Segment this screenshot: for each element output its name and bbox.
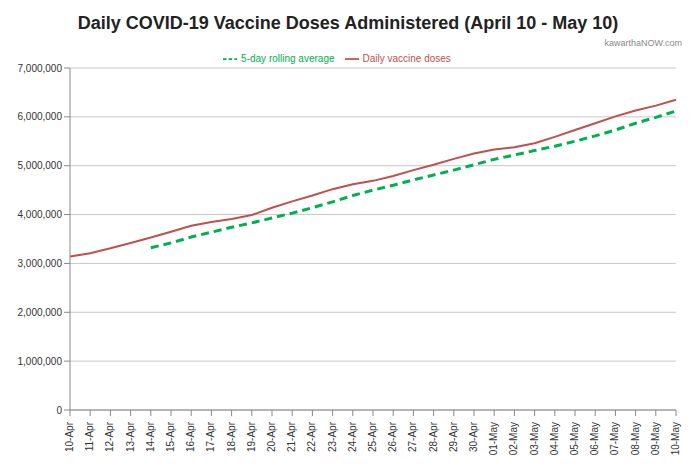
svg-text:26-Apr: 26-Apr (387, 421, 398, 452)
svg-text:16-Apr: 16-Apr (185, 421, 196, 452)
svg-text:27-Apr: 27-Apr (408, 421, 419, 452)
svg-text:25-Apr: 25-Apr (367, 421, 378, 452)
svg-text:28-Apr: 28-Apr (428, 421, 439, 452)
svg-text:7,000,000: 7,000,000 (18, 63, 63, 74)
html-text:Daily COVID-19 Vaccine Doses A: Daily COVID-19 Vaccine Doses Administere… (77, 13, 619, 33)
html-text:kawarthaNOW.com: kawarthaNOW.com (604, 38, 682, 48)
svg-text:15-Apr: 15-Apr (165, 421, 176, 452)
svg-text:29-Apr: 29-Apr (448, 421, 459, 452)
svg-text:11-Apr: 11-Apr (84, 421, 95, 451)
svg-text:10-May: 10-May (670, 422, 681, 455)
svg-text:19-Apr: 19-Apr (246, 421, 257, 452)
svg-text:0: 0 (56, 405, 62, 416)
svg-text:14-Apr: 14-Apr (145, 421, 156, 452)
svg-text:13-Apr: 13-Apr (125, 421, 136, 452)
svg-text:17-Apr: 17-Apr (206, 421, 217, 452)
svg-text:04-May: 04-May (549, 422, 560, 455)
svg-text:10-Apr: 10-Apr (64, 421, 75, 452)
svg-text:09-May: 09-May (650, 422, 661, 455)
svg-text:05-May: 05-May (569, 422, 580, 455)
svg-text:24-Apr: 24-Apr (347, 421, 358, 452)
html-text:5-day rolling average: 5-day rolling average (241, 52, 335, 64)
svg-text:03-May: 03-May (529, 422, 540, 455)
svg-text:6,000,000: 6,000,000 (18, 111, 63, 122)
svg-text:20-Apr: 20-Apr (266, 421, 277, 452)
svg-text:5,000,000: 5,000,000 (18, 160, 63, 171)
svg-text:30-Apr: 30-Apr (468, 421, 479, 452)
svg-text:06-May: 06-May (589, 422, 600, 455)
svg-text:1,000,000: 1,000,000 (18, 356, 63, 367)
svg-text:3,000,000: 3,000,000 (18, 258, 63, 269)
html-text:Daily vaccine doses: Daily vaccine doses (362, 52, 451, 64)
svg-text:22-Apr: 22-Apr (307, 421, 318, 452)
svg-text:23-Apr: 23-Apr (327, 421, 338, 452)
svg-text:08-May: 08-May (630, 422, 641, 455)
svg-text:21-Apr: 21-Apr (286, 421, 297, 452)
svg-text:02-May: 02-May (509, 422, 520, 455)
svg-text:18-Apr: 18-Apr (226, 421, 237, 452)
svg-text:12-Apr: 12-Apr (105, 421, 116, 452)
svg-text:01-May: 01-May (488, 422, 499, 455)
svg-text:4,000,000: 4,000,000 (18, 209, 63, 220)
svg-text:2,000,000: 2,000,000 (18, 307, 63, 318)
svg-text:07-May: 07-May (610, 422, 621, 455)
